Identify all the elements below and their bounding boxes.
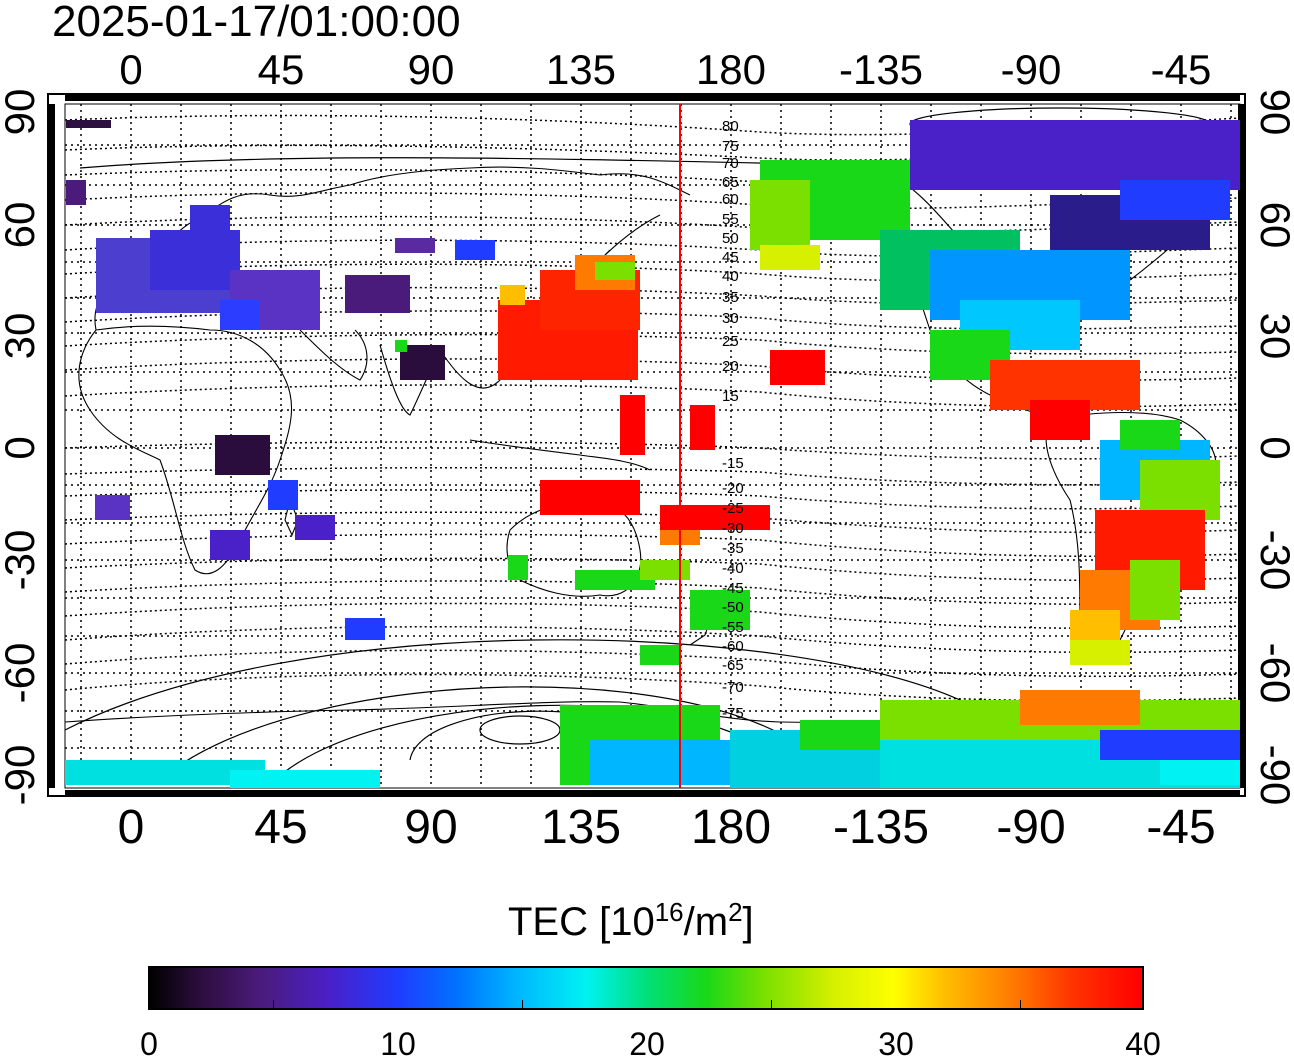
- top-lon-label: 0: [119, 46, 142, 93]
- right-lat-label: 60: [1252, 202, 1294, 249]
- colorbar-minor-tick: [771, 1000, 772, 1008]
- timestamp-title: 2025-01-17/01:00:00: [52, 0, 461, 46]
- contour-label: 40: [722, 268, 739, 285]
- left-lat-label: 30: [0, 313, 43, 360]
- contour-label: 70: [722, 155, 739, 172]
- tec-data-layer: [65, 120, 1240, 788]
- bottom-lon-label: 90: [404, 801, 457, 854]
- south-america-tec: [1070, 420, 1220, 665]
- contour-label: -40: [722, 560, 744, 577]
- contour-label: 65: [722, 174, 739, 191]
- tec-colorbar: [148, 966, 1144, 1010]
- colorbar-title-prefix: TEC [10: [508, 900, 655, 944]
- contour-label: -50: [722, 599, 744, 616]
- contour-label: -45: [722, 580, 744, 597]
- bottom-lon-label: 45: [254, 801, 307, 854]
- left-lat-label: 90: [0, 89, 43, 136]
- colorbar-minor-tick: [1020, 1000, 1021, 1008]
- contour-labels: 80 75 70 65 60 55 50 45 40 35 30 25 20 1…: [722, 118, 744, 722]
- left-lat-label: -90: [0, 745, 43, 806]
- top-lon-label: 90: [408, 46, 455, 93]
- contour-label: -60: [722, 638, 744, 655]
- contour-label: 45: [722, 249, 739, 266]
- right-lat-label: -30: [1252, 530, 1294, 591]
- contour-label: 20: [722, 358, 739, 375]
- top-lon-label: -135: [839, 46, 923, 93]
- australia-tec: [508, 480, 770, 665]
- right-lat-label: -90: [1252, 745, 1294, 806]
- colorbar-tick-label: 20: [629, 1026, 665, 1062]
- contour-label: -15: [722, 455, 744, 472]
- bottom-lon-label: -45: [1146, 801, 1215, 854]
- contour-label: 80: [722, 118, 739, 135]
- colorbar-tick-label: 40: [1125, 1026, 1161, 1062]
- colorbar-tick-label: 30: [878, 1026, 914, 1062]
- top-lon-label: -45: [1151, 46, 1212, 93]
- top-longitude-labels: 0 45 90 135 180 -135 -90 -45: [119, 46, 1211, 93]
- north-america-tec: [750, 120, 1240, 440]
- right-lat-label: -60: [1252, 643, 1294, 704]
- colorbar-title: TEC [1016/m2]: [508, 897, 754, 944]
- bottom-lon-label: 135: [541, 801, 621, 854]
- colorbar-tick-label: 10: [380, 1026, 416, 1062]
- left-lat-label: -60: [0, 643, 43, 704]
- contour-label: 75: [722, 138, 739, 155]
- tec-world-map: 80 75 70 65 60 55 50 45 40 35 30 25 20 1…: [0, 46, 1294, 854]
- europe-tec: [66, 120, 495, 330]
- japan-china-tec: [498, 255, 825, 455]
- bottom-lon-label: -90: [996, 801, 1065, 854]
- contour-label: -35: [722, 540, 744, 557]
- antarctica-tec: [65, 690, 1240, 788]
- right-lat-label: 30: [1252, 313, 1294, 360]
- top-lon-label: 180: [696, 46, 766, 93]
- contour-label: -30: [722, 520, 744, 537]
- contour-label: 50: [722, 230, 739, 247]
- contour-label: -25: [722, 500, 744, 517]
- arabia-coast: [299, 329, 368, 381]
- colorbar-title-exponent: 16: [654, 897, 684, 927]
- indonesia-coast: [469, 439, 651, 471]
- contour-label: -55: [722, 619, 744, 636]
- left-lat-label: 0: [0, 436, 43, 459]
- right-latitude-labels: 90 60 30 0 -30 -60 -90: [1252, 89, 1294, 806]
- left-lat-label: -30: [0, 530, 43, 591]
- colorbar-title-unit-exponent: 2: [728, 897, 743, 927]
- left-lat-label: 60: [0, 202, 43, 249]
- top-lon-label: 135: [546, 46, 616, 93]
- contour-label: 35: [722, 289, 739, 306]
- contour-label: -70: [722, 679, 744, 696]
- colorbar-title-unit: /m: [683, 900, 729, 944]
- contour-label: 60: [722, 191, 739, 208]
- contour-label: 55: [722, 211, 739, 228]
- contour-label: -65: [722, 657, 744, 674]
- left-latitude-labels: 90 60 30 0 -30 -60 -90: [0, 89, 43, 806]
- contour-label: 15: [722, 388, 739, 405]
- bottom-lon-label: -135: [833, 801, 929, 854]
- top-lon-label: -90: [1001, 46, 1062, 93]
- contour-label: 25: [722, 333, 739, 350]
- colorbar-minor-tick: [522, 1000, 523, 1008]
- asia-tec: [95, 340, 445, 640]
- right-lat-label: 90: [1252, 89, 1294, 136]
- bottom-longitude-labels: 0 45 90 135 180 -135 -90 -45: [118, 801, 1216, 854]
- colorbar-title-suffix: ]: [742, 900, 754, 944]
- right-lat-label: 0: [1252, 436, 1294, 459]
- colorbar-minor-tick: [273, 1000, 274, 1008]
- madagascar-coast: [284, 498, 299, 537]
- top-lon-label: 45: [258, 46, 305, 93]
- contour-label: -20: [722, 480, 744, 497]
- bottom-lon-label: 0: [118, 801, 145, 854]
- contour-label: -75: [722, 705, 744, 722]
- contour-label: 30: [722, 310, 739, 327]
- colorbar-tick-label: 0: [140, 1026, 158, 1062]
- bottom-lon-label: 180: [691, 801, 771, 854]
